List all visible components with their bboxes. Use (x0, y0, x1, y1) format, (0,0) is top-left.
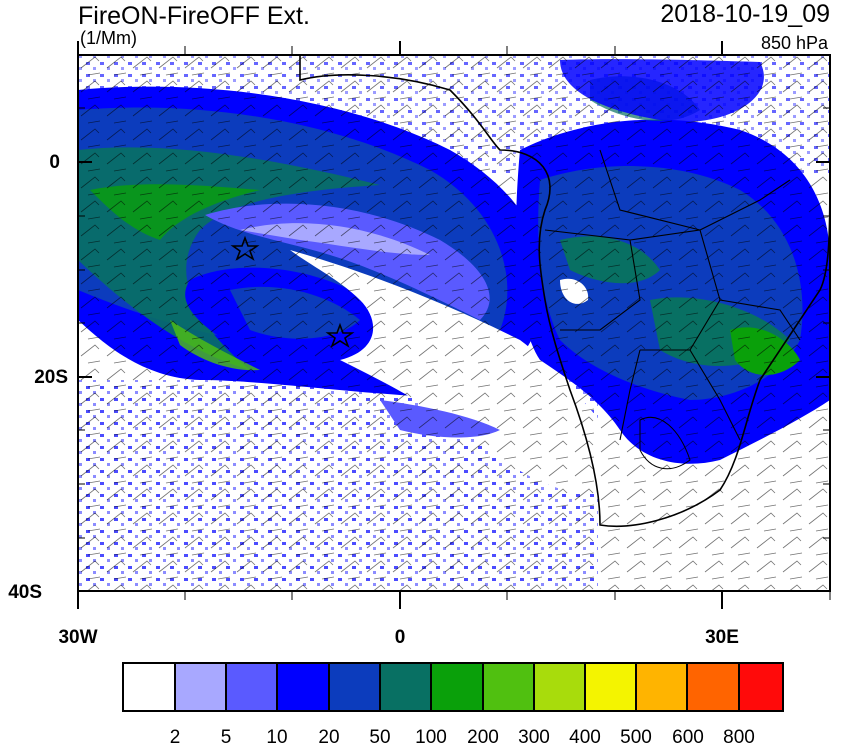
colorbar-swatch (584, 662, 637, 712)
colorbar-label: 2 (169, 727, 181, 748)
y-tick-label: 20S (34, 367, 68, 388)
pressure-level-label: 850 hPa (760, 33, 828, 53)
extinction-field (78, 55, 830, 591)
colorbar-swatch (430, 662, 484, 712)
marker-star-center (325, 322, 355, 348)
colorbar-label: 200 (467, 727, 499, 748)
colorbar-swatch (738, 662, 784, 712)
colorbar-label: 20 (318, 727, 340, 748)
colorbar-label: 500 (620, 727, 652, 748)
colorbar-swatch (328, 662, 381, 712)
colorbar-label: 600 (672, 727, 704, 748)
colorbar-label: 50 (369, 727, 391, 748)
colorbar-label: 800 (723, 727, 755, 748)
y-tick-label: 0 (49, 152, 60, 173)
marker-star-west (230, 235, 260, 261)
colorbar (122, 662, 784, 712)
colorbar-swatch (122, 662, 176, 712)
colorbar-swatch (174, 662, 227, 712)
figure-title: FireON-FireOFF Ext. (78, 2, 310, 30)
colorbar-label: 100 (415, 727, 447, 748)
x-tick-label: 30E (705, 627, 739, 648)
x-tick-label: 0 (394, 627, 406, 648)
y-tick-label: 40S (8, 582, 42, 603)
colorbar-label: 300 (518, 727, 550, 748)
colorbar-swatch (533, 662, 586, 712)
colorbar-swatch (635, 662, 688, 712)
x-tick-label: 30W (58, 627, 98, 648)
timestamp-label: 2018-10-19_09 (660, 0, 830, 28)
colorbar-label: 5 (220, 727, 232, 748)
colorbar-swatch (276, 662, 330, 712)
colorbar-label: 10 (266, 727, 288, 748)
plot-frame (77, 41, 831, 609)
colorbar-swatch (379, 662, 432, 712)
colorbar-swatch (482, 662, 535, 712)
colorbar-swatch (686, 662, 740, 712)
units-label: (1/Mm) (80, 28, 137, 48)
colorbar-label: 400 (569, 727, 601, 748)
colorbar-swatch (225, 662, 278, 712)
